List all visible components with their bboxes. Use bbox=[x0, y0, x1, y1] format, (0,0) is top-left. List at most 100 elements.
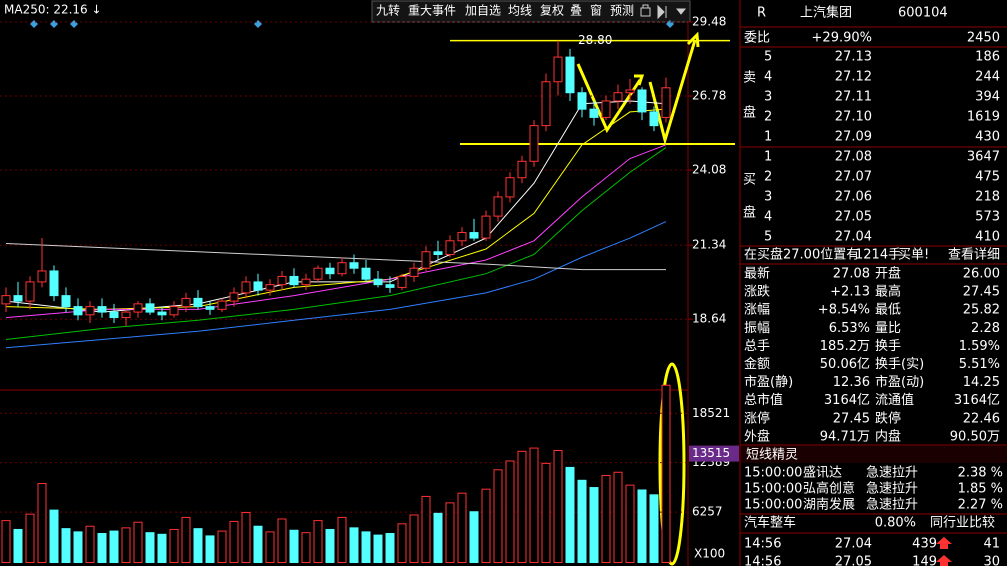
volume-bar bbox=[553, 449, 563, 564]
candle-body bbox=[553, 56, 563, 83]
book-level: 2 bbox=[764, 170, 772, 185]
toolbar-button[interactable]: 复权 bbox=[540, 4, 564, 18]
sprite-time: 15:00:00 bbox=[744, 482, 802, 497]
candle-body bbox=[325, 267, 335, 275]
candle-body bbox=[37, 270, 47, 283]
volume-bar bbox=[217, 530, 227, 564]
industry-link[interactable]: 同行业比较 bbox=[930, 516, 995, 531]
candle-body bbox=[445, 240, 455, 256]
volume-bar bbox=[457, 492, 467, 564]
stat-value: 1.59% bbox=[959, 339, 1000, 354]
volume-bar bbox=[433, 512, 443, 564]
sprite-stock[interactable]: 弘高创意 bbox=[803, 481, 855, 497]
candle-body bbox=[109, 311, 119, 319]
volume-bar bbox=[1, 520, 11, 563]
book-volume: 186 bbox=[975, 50, 1000, 65]
volume-bar bbox=[253, 525, 263, 563]
sprite-change: 2.38 % bbox=[958, 466, 1003, 481]
volume-bar bbox=[169, 528, 179, 563]
peak-label: 28.80 bbox=[578, 33, 612, 47]
stat-label: 最高 bbox=[875, 284, 901, 300]
stat-label: 外盘 bbox=[744, 428, 770, 444]
candle-body bbox=[157, 311, 167, 316]
book-price: 27.12 bbox=[835, 70, 872, 85]
volume-bar bbox=[517, 450, 527, 563]
volume-bar bbox=[577, 479, 587, 564]
stat-label: 市盈(静) bbox=[744, 374, 793, 390]
stat-label: 开盘 bbox=[875, 266, 901, 282]
volume-bar bbox=[613, 471, 623, 563]
volume-bar bbox=[157, 533, 167, 563]
menu-icon[interactable] bbox=[675, 8, 687, 15]
toolbar-button[interactable]: 叠 bbox=[570, 4, 582, 18]
step-icon[interactable] bbox=[657, 4, 667, 20]
volume-bar bbox=[481, 488, 491, 563]
volume-bar bbox=[385, 532, 395, 564]
toolbar-button[interactable]: 加自选 bbox=[465, 4, 501, 18]
moving-average bbox=[5, 100, 667, 313]
y-tick-label: 24.08 bbox=[692, 163, 726, 177]
sprite-time: 15:00:00 bbox=[744, 466, 802, 481]
sprite-stock[interactable]: 湖南发展 bbox=[803, 497, 855, 513]
up-arrow bbox=[936, 537, 952, 549]
lock-icon[interactable] bbox=[640, 7, 651, 17]
candle-body bbox=[13, 295, 23, 302]
volume-bar bbox=[625, 484, 635, 563]
candle-body bbox=[373, 278, 383, 286]
notice-link[interactable]: 查看详细 bbox=[948, 247, 1000, 263]
up-arrow bbox=[936, 555, 952, 566]
book-price: 27.13 bbox=[835, 50, 872, 65]
toolbar-button[interactable]: 预测 bbox=[610, 4, 634, 18]
volume-bar bbox=[121, 527, 131, 564]
notice-tail: 买单! bbox=[898, 248, 929, 263]
volume-bar bbox=[133, 521, 143, 564]
candle-body bbox=[73, 306, 83, 316]
book-price: 27.05 bbox=[835, 210, 872, 225]
book-volume: 410 bbox=[975, 230, 1000, 245]
arrow bbox=[576, 63, 642, 134]
stat-value: 22.46 bbox=[963, 411, 1000, 426]
stat-value: +8.54% bbox=[818, 303, 870, 318]
volume-bar bbox=[181, 516, 191, 563]
toolbar-icons[interactable] bbox=[640, 4, 687, 20]
candle-body bbox=[421, 251, 431, 269]
candle-body bbox=[337, 262, 347, 275]
stat-label: 涨跌 bbox=[744, 284, 770, 300]
volume-bar bbox=[193, 528, 203, 563]
stat-label: 总手 bbox=[744, 339, 770, 354]
tick-price: 27.05 bbox=[835, 555, 872, 566]
volume-bar bbox=[37, 483, 47, 563]
notice-text: 在买盘27.00位置有 bbox=[744, 247, 859, 263]
toolbar-button[interactable]: 均线 bbox=[508, 4, 532, 18]
book-volume: 394 bbox=[975, 90, 1000, 105]
book-price: 27.04 bbox=[835, 230, 872, 245]
volume-tick-label: 18521 bbox=[692, 406, 730, 420]
moving-average bbox=[5, 144, 667, 319]
volume-bar bbox=[565, 466, 575, 564]
sprite-stock[interactable]: 盛讯达 bbox=[803, 466, 842, 481]
book-price: 27.09 bbox=[835, 130, 872, 145]
book-price: 27.11 bbox=[835, 90, 872, 105]
toolbar-button[interactable]: 重大事件 bbox=[408, 4, 456, 18]
candle-body bbox=[541, 81, 551, 127]
tick-time: 14:56 bbox=[744, 537, 781, 552]
candle-body bbox=[349, 262, 359, 269]
book-volume: 218 bbox=[975, 190, 1000, 205]
candle-body bbox=[457, 232, 467, 242]
candle-body bbox=[589, 108, 599, 118]
volume-bar bbox=[49, 509, 59, 564]
arrow-head bbox=[634, 74, 645, 86]
volume-bar bbox=[337, 516, 347, 563]
book-side-label: 盘 bbox=[743, 105, 756, 121]
toolbar-button[interactable]: 九转 bbox=[376, 3, 400, 18]
lock-icon[interactable] bbox=[642, 4, 649, 8]
volume-bar bbox=[349, 527, 359, 564]
toolbar-button[interactable]: 窗 bbox=[590, 4, 602, 18]
stat-label: 流通值 bbox=[875, 392, 914, 408]
moving-average bbox=[5, 147, 667, 340]
volume-bar bbox=[265, 531, 275, 563]
candle-body bbox=[517, 160, 527, 179]
volume-bar bbox=[289, 529, 299, 564]
book-volume: 3647 bbox=[967, 150, 1000, 165]
volume-highlight-ring bbox=[658, 362, 686, 566]
